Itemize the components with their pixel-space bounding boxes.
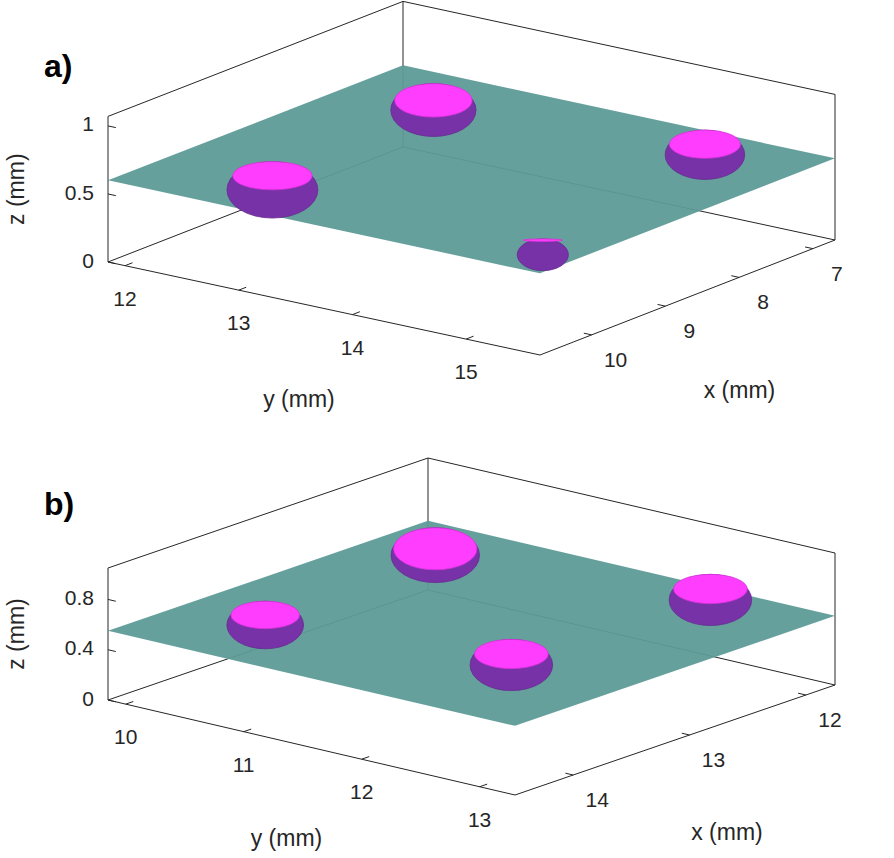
y-axis-title: y (mm) [263,386,335,412]
x-tick-label: 14 [586,788,610,811]
y-tick [126,702,134,705]
particle [470,639,553,690]
z-tick [108,194,116,196]
x-tick-label: 7 [831,262,843,285]
z-tick [108,126,116,128]
box-edge [835,94,836,240]
plane [108,521,835,726]
z-axis-title: z (mm) [3,153,29,225]
particle-lower [470,639,553,690]
x-axis-line [540,240,835,355]
x-axis-title: x (mm) [691,819,763,845]
panel-label: a) [44,48,72,84]
z-tick-label: 0.4 [65,636,95,659]
x-tick-label: 9 [684,319,696,342]
particle-lower [517,239,568,271]
particle [391,84,476,137]
particle-upper [395,84,472,117]
particle-upper [674,574,748,603]
z-axis-line [108,116,109,262]
plot-area [108,65,835,273]
x-tick-label: 13 [702,748,725,771]
particle-upper [523,239,562,242]
plot-area [108,521,835,726]
particle-lower [665,130,745,179]
x-tick [658,304,666,306]
particle-lower [669,574,752,625]
plane [108,65,835,273]
panel: 12 13 14 15 7 8 9 10 0 0.5 1 y (mm) x (mm) z (mm) a) [3,1,843,411]
z-tick [108,262,116,264]
particle [391,528,479,583]
particle-upper [669,130,740,158]
z-tick [108,700,116,702]
y-tick-label: 12 [350,780,373,803]
particle [517,239,568,271]
x-tick-label: 12 [818,708,841,731]
y-tick-label: 13 [468,808,491,831]
x-axis-title: x (mm) [704,377,776,403]
z-tick [108,650,116,652]
z-tick-label: 1 [82,112,94,135]
y-tick-label: 15 [454,360,477,383]
x-tick [565,773,573,775]
particle [227,162,318,218]
y-tick-label: 12 [113,287,136,310]
y-tick-label: 14 [341,336,365,359]
y-tick-label: 10 [114,725,137,748]
box-edge [835,553,836,685]
y-tick [480,784,488,787]
particle [227,601,304,649]
panel-label: b) [44,486,74,522]
z-tick-label: 0.8 [65,586,94,609]
y-tick [466,336,473,339]
y-axis-title: y (mm) [251,825,323,851]
y-tick [362,757,370,760]
z-tick-label: 0 [82,687,94,710]
x-tick-label: 10 [604,348,627,371]
y-axis-line [108,262,540,355]
y-tick [125,263,132,266]
particle-upper [394,528,477,570]
particle [665,130,745,179]
y-axis-line [108,700,515,795]
y-tick [244,729,252,732]
particle-lower [391,528,479,583]
x-axis-line [515,685,835,795]
x-tick-label: 8 [757,290,769,313]
x-tick [682,733,690,735]
particle-lower [227,601,304,649]
y-tick-label: 13 [227,311,250,334]
y-tick-label: 11 [233,753,255,776]
figure: 12 13 14 15 7 8 9 10 0 0.5 1 y (mm) x (mm) z (mm) a) 10… [0,0,894,858]
particle-lower [227,162,318,218]
x-tick [805,247,813,249]
particle-upper [474,639,548,668]
particle-lower [391,84,476,137]
y-tick [239,287,246,290]
panel: 10 11 12 13 12 13 14 0 0.4 0.8 y (mm) x (mm) z (mm) b… [3,458,842,851]
x-tick [584,333,592,335]
z-tick [108,599,116,601]
z-axis-line [108,568,109,700]
z-axis-title: z (mm) [3,598,29,670]
particle-upper [231,601,300,628]
particle-upper [233,162,313,190]
x-tick [731,276,739,278]
x-tick [798,693,806,695]
z-tick-label: 0.5 [65,181,94,204]
z-tick-label: 0 [82,249,94,272]
particle [669,574,752,625]
y-tick [352,312,359,315]
